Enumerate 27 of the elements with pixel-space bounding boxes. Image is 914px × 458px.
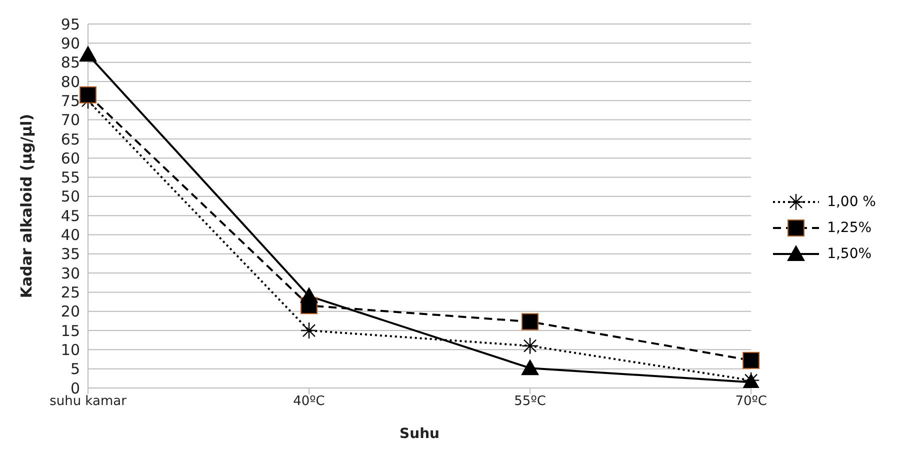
x-tick-label: 70ºC (735, 394, 767, 410)
y-tick-label: 55 (60, 168, 80, 187)
y-tick-label: 10 (60, 341, 80, 360)
y-tick-label: 35 (60, 245, 80, 264)
y-tick-label: 85 (60, 54, 80, 72)
y-axis-title: Kadar alkaloid (µg/µl) (17, 114, 36, 298)
y-tick-label: 65 (60, 130, 80, 148)
x-tick-label: 40ºC (293, 394, 325, 410)
y-tick-label: 70 (60, 111, 80, 130)
y-tick-label: 20 (60, 302, 80, 321)
y-tick-label: 25 (60, 284, 80, 302)
y-tick-label: 5 (70, 360, 80, 378)
x-axis-title: Suhu (400, 426, 440, 442)
legend-label: 1,00 % (827, 194, 876, 210)
legend-label: 1,25% (827, 220, 872, 236)
y-tick-label: 80 (60, 72, 80, 91)
y-tick-label: 40 (60, 226, 80, 244)
y-tick-label: 60 (60, 149, 80, 168)
y-tick-label: 50 (60, 188, 80, 206)
y-tick-label: 45 (60, 206, 80, 225)
y-tick-label: 15 (60, 322, 80, 340)
y-tick-label: 75 (60, 92, 80, 110)
y-tick-label: 90 (60, 34, 80, 52)
x-tick-label: 55ºC (514, 394, 546, 410)
y-tick-label: 95 (60, 15, 80, 34)
legend-label: 1,50% (827, 246, 872, 262)
y-tick-label: 30 (60, 264, 80, 282)
